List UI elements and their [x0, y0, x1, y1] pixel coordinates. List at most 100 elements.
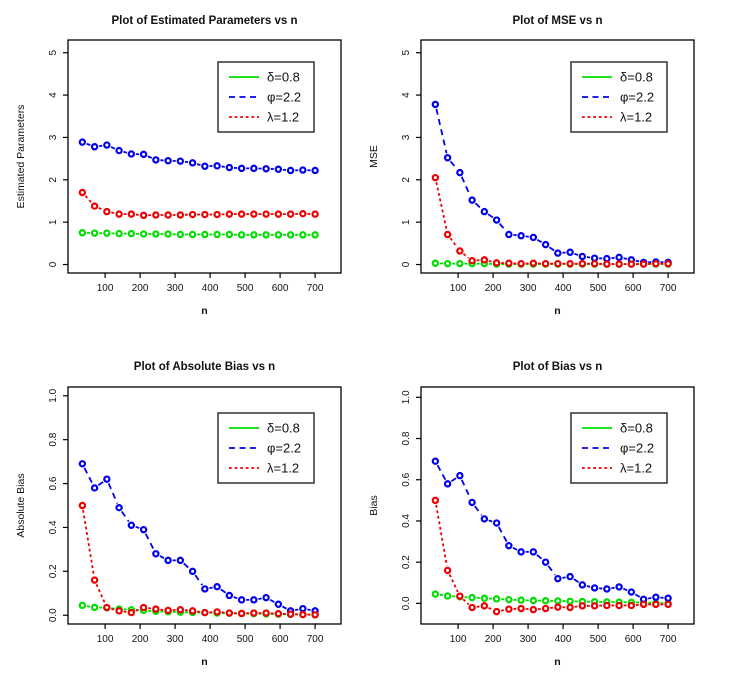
data-point [517, 259, 525, 268]
data-point [237, 596, 246, 604]
series-segment [98, 207, 104, 211]
data-point [468, 498, 476, 507]
y-tick-label: 2 [401, 177, 412, 183]
legend-entry-label: φ=2.2 [267, 441, 301, 456]
series-segment [258, 597, 262, 600]
data-point [311, 611, 319, 619]
data-point [213, 210, 221, 219]
data-point [529, 233, 538, 242]
data-point [664, 259, 672, 268]
chart-svg-mse: Plot of MSE vs n 100 200 300 400 500 600 700 0 1 2… [366, 0, 732, 340]
data-point [431, 590, 440, 598]
data-point [274, 600, 283, 608]
data-point [274, 609, 283, 618]
legend-entry-label: φ=2.2 [267, 90, 301, 105]
data-point [431, 100, 440, 109]
plot-title: Plot of Absolute Bias vs n [134, 361, 275, 373]
series-segment [536, 238, 543, 244]
data-point [286, 610, 295, 618]
data-point [152, 550, 160, 558]
y-tick-label: 1 [48, 219, 59, 225]
x-tick-label: 400 [202, 283, 219, 294]
series-segment [135, 525, 140, 529]
data-point [615, 601, 623, 610]
data-point [164, 157, 172, 165]
data-point [492, 216, 501, 224]
data-point [541, 259, 550, 268]
data-point [299, 231, 307, 239]
series-segment [450, 477, 457, 483]
legend-entry-label: δ=0.8 [620, 70, 653, 85]
legend: δ=0.8 φ=2.2 λ=1.2 [570, 412, 668, 484]
data-point [103, 475, 111, 483]
data-point [225, 163, 234, 172]
y-tick-label: 0 [48, 261, 59, 267]
series-segment [281, 605, 287, 610]
data-point [250, 596, 258, 604]
data-point [443, 259, 452, 268]
x-tick-label: 700 [307, 634, 324, 645]
data-point [505, 541, 513, 550]
data-point [78, 188, 87, 197]
panel-bias: Plot of Bias vs n 100 200 300 400 500 600 700 0.… [366, 340, 732, 679]
data-point [152, 605, 160, 613]
data-point [237, 609, 246, 618]
data-point [480, 515, 489, 523]
data-point [431, 496, 440, 505]
data-point [431, 259, 440, 267]
y-tick-label: 0.6 [401, 472, 412, 486]
data-point [541, 604, 550, 613]
legend-entry-label: φ=2.2 [620, 90, 654, 105]
data-point [164, 606, 172, 615]
data-point [431, 457, 440, 465]
data-point [115, 146, 123, 155]
data-point [103, 603, 111, 612]
x-axis-label: n [554, 305, 560, 317]
data-point [115, 210, 123, 218]
legend: δ=0.8 φ=2.2 λ=1.2 [217, 61, 315, 133]
series-segment [647, 597, 652, 600]
series-segment [183, 562, 190, 569]
series-segment [474, 202, 482, 210]
data-point [90, 603, 99, 612]
series-segment [460, 176, 472, 197]
series-segment [547, 565, 556, 576]
data-point [250, 164, 258, 173]
data-point [176, 157, 185, 165]
series-segment [488, 519, 493, 523]
x-tick-label: 100 [97, 283, 114, 294]
series-segment [95, 583, 106, 604]
legend-entry-label: δ=0.8 [620, 421, 653, 436]
series-segment [497, 526, 508, 543]
data-point [578, 581, 587, 589]
series-segment [135, 608, 140, 612]
x-tick-label: 200 [132, 283, 149, 294]
x-tick-label: 600 [625, 283, 642, 294]
series-segment [586, 585, 591, 588]
y-tick-label: 4 [48, 92, 59, 98]
chart-svg-absolute-bias: Plot of Absolute Bias vs n 100 200 300 400 50… [0, 340, 366, 679]
y-tick-label: 2 [48, 177, 59, 183]
data-point [456, 259, 464, 268]
data-point [262, 609, 270, 617]
series-segment [574, 252, 579, 256]
series-segment [462, 598, 470, 606]
data-point [456, 471, 464, 480]
series-segment [86, 142, 91, 146]
data-point [443, 230, 452, 239]
data-point [505, 595, 513, 604]
data-point [90, 484, 99, 492]
data-point [456, 168, 464, 177]
x-tick-label: 600 [272, 634, 289, 645]
data-point [274, 210, 283, 218]
series-segment [159, 555, 165, 559]
data-point [627, 601, 636, 610]
data-point [139, 525, 148, 534]
x-tick-label: 200 [485, 634, 502, 645]
data-point [299, 604, 307, 613]
plot-box [67, 39, 342, 274]
legend-entry-label: δ=0.8 [267, 421, 300, 436]
x-tick-label: 400 [555, 283, 572, 294]
series-green [78, 229, 319, 239]
